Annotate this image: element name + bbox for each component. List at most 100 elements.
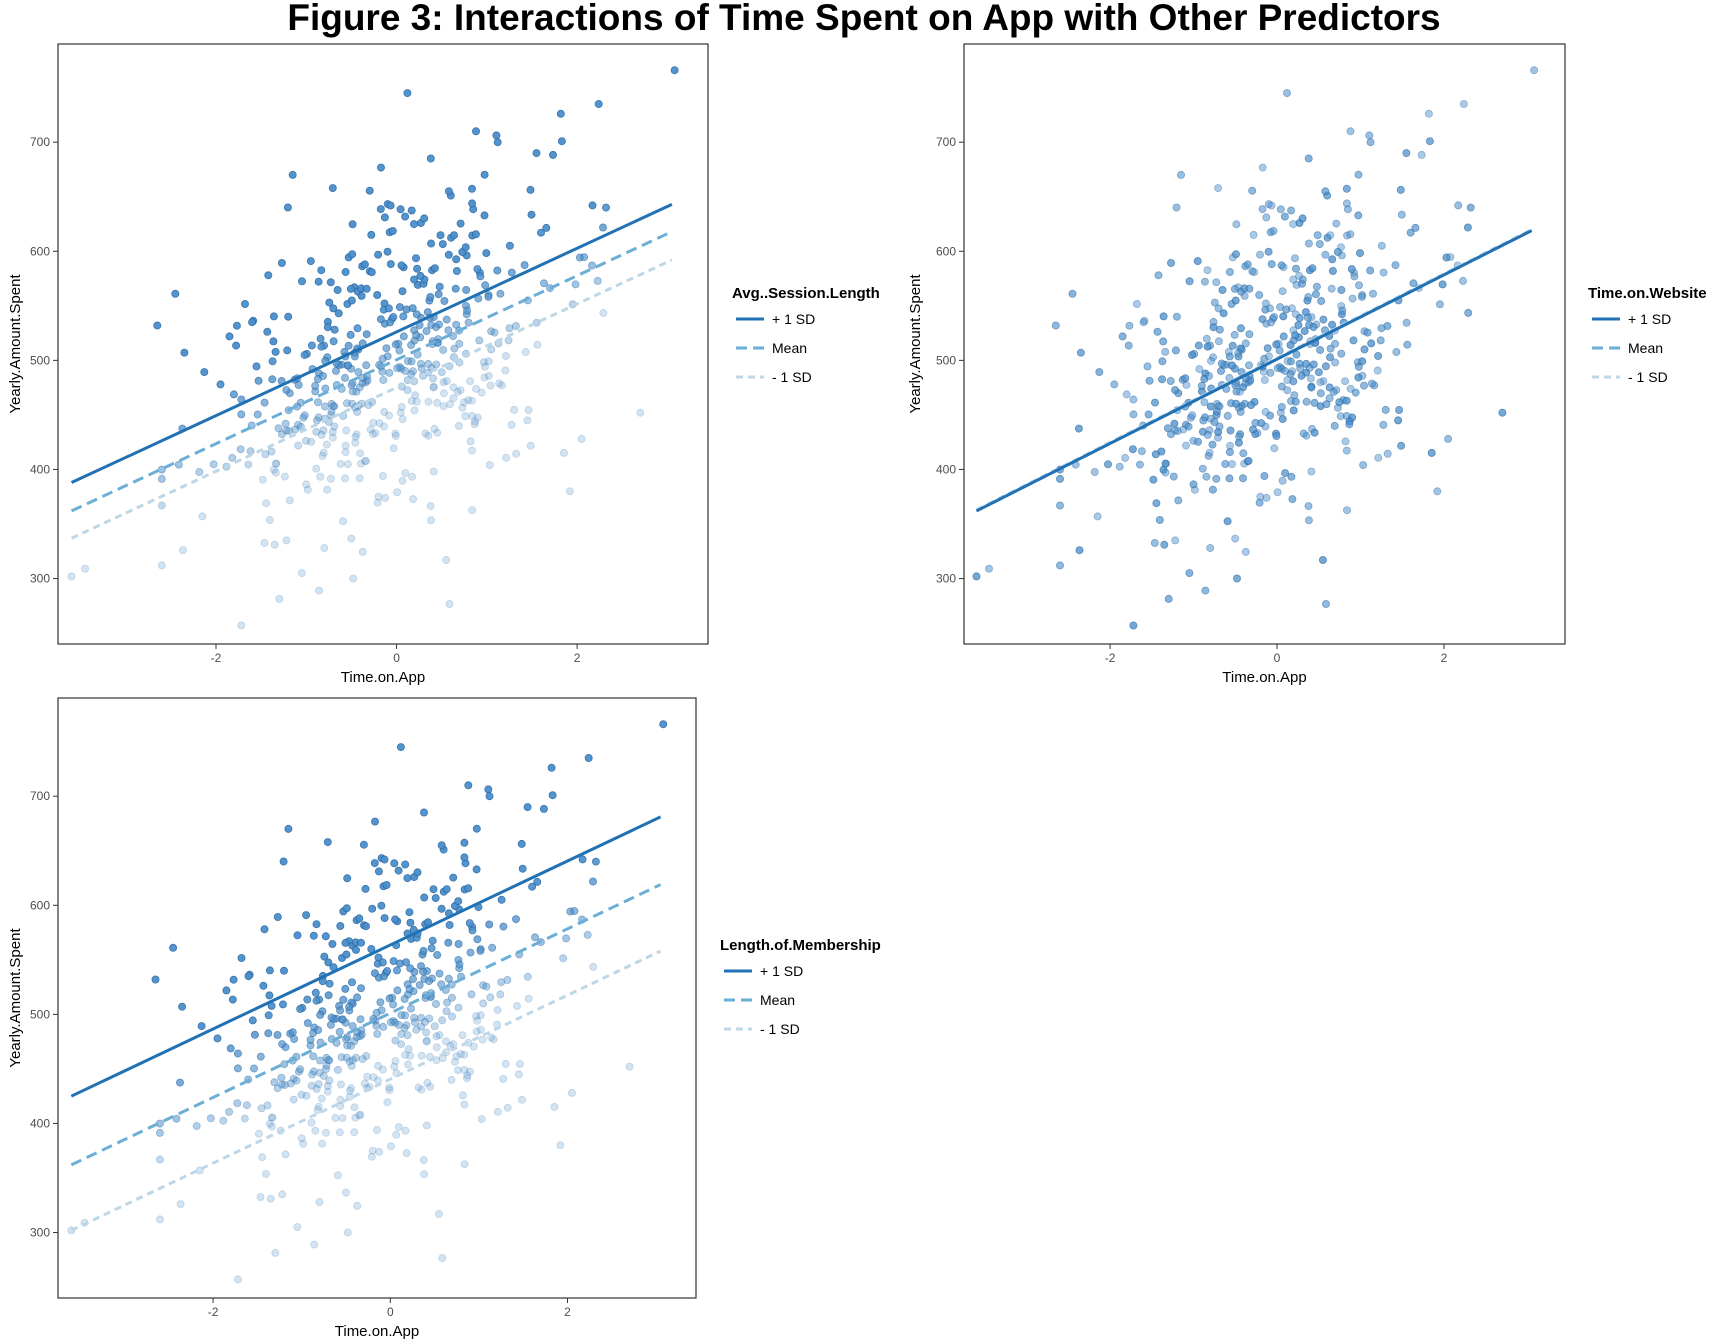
- data-point: [1360, 345, 1369, 354]
- data-point: [374, 250, 383, 259]
- data-point: [361, 922, 370, 931]
- data-point: [1172, 312, 1181, 321]
- data-point: [284, 824, 293, 833]
- data-point: [1289, 406, 1298, 415]
- data-point: [1255, 498, 1264, 507]
- data-point: [315, 586, 324, 595]
- data-point: [283, 346, 292, 355]
- data-point: [1325, 394, 1334, 403]
- legend-label: - 1 SD: [760, 1021, 800, 1037]
- data-point: [409, 495, 418, 504]
- data-point: [400, 994, 409, 1003]
- data-point: [385, 1085, 394, 1094]
- data-point: [565, 487, 574, 496]
- data-point: [430, 1022, 439, 1031]
- data-point: [195, 467, 204, 476]
- data-point: [1279, 312, 1288, 321]
- data-point: [1202, 334, 1211, 343]
- data-point: [329, 337, 338, 346]
- data-point: [321, 1064, 330, 1073]
- data-point: [391, 1036, 400, 1045]
- data-point: [1319, 377, 1328, 386]
- data-point: [261, 450, 270, 459]
- data-point: [265, 1119, 274, 1128]
- data-point: [322, 1053, 331, 1062]
- data-point: [449, 231, 458, 240]
- data-point: [1435, 300, 1444, 309]
- x-tick-label: 0: [393, 651, 400, 665]
- data-point: [467, 990, 476, 999]
- data-point: [445, 400, 454, 409]
- data-point: [329, 402, 338, 411]
- data-point: [407, 206, 416, 215]
- data-point: [442, 556, 451, 565]
- data-point: [1280, 212, 1289, 221]
- data-point: [1137, 447, 1146, 456]
- data-point: [373, 1029, 382, 1038]
- data-point: [369, 1073, 378, 1082]
- data-point: [171, 289, 180, 298]
- data-point: [460, 1100, 469, 1109]
- data-point: [1244, 361, 1253, 370]
- data-point: [333, 1065, 342, 1074]
- data-point: [588, 201, 597, 210]
- data-point: [151, 975, 160, 984]
- data-point: [386, 201, 395, 210]
- data-point: [341, 448, 350, 457]
- data-point: [347, 1084, 356, 1093]
- data-point: [1245, 330, 1254, 339]
- data-point: [512, 449, 521, 458]
- data-point: [248, 1016, 257, 1025]
- data-point: [356, 459, 365, 468]
- data-point: [391, 915, 400, 924]
- data-point: [351, 438, 360, 447]
- data-point: [303, 485, 312, 494]
- data-point: [542, 223, 551, 232]
- data-point: [1326, 344, 1335, 353]
- data-point: [459, 398, 468, 407]
- data-point: [1394, 416, 1403, 425]
- data-point: [439, 402, 448, 411]
- data-point: [253, 410, 262, 419]
- data-point: [1354, 281, 1363, 290]
- data-point: [1208, 440, 1217, 449]
- data-point: [382, 880, 391, 889]
- data-point: [485, 792, 494, 801]
- x-axis-label: Time.on.App: [1222, 669, 1307, 686]
- data-point: [356, 1110, 365, 1119]
- data-point: [1264, 200, 1273, 209]
- data-point: [485, 461, 494, 470]
- data-point: [476, 1025, 485, 1034]
- data-point: [1295, 313, 1304, 322]
- data-point: [259, 981, 268, 990]
- data-point: [1304, 516, 1313, 525]
- data-point: [430, 424, 439, 433]
- data-point: [254, 376, 263, 385]
- data-point: [1258, 315, 1267, 324]
- data-point: [531, 933, 540, 942]
- data-point: [1303, 313, 1312, 322]
- data-point: [1159, 312, 1168, 321]
- data-point: [480, 373, 489, 382]
- data-point: [351, 1113, 360, 1122]
- data-point: [353, 324, 362, 333]
- data-point: [157, 561, 166, 570]
- data-point: [540, 279, 549, 288]
- data-point: [1291, 264, 1300, 273]
- data-point: [1286, 340, 1295, 349]
- data-point: [1354, 211, 1363, 220]
- data-point: [533, 340, 542, 349]
- data-point: [1374, 351, 1383, 360]
- data-point: [386, 1018, 395, 1027]
- data-point: [1278, 476, 1287, 485]
- data-point: [213, 1034, 222, 1043]
- data-point: [1304, 292, 1313, 301]
- data-point: [1328, 266, 1337, 275]
- data-point: [1225, 267, 1234, 276]
- data-point: [1169, 472, 1178, 481]
- data-point: [288, 170, 297, 179]
- data-point: [461, 243, 470, 252]
- data-point: [523, 416, 532, 425]
- data-point: [580, 253, 589, 262]
- data-point: [1316, 378, 1325, 387]
